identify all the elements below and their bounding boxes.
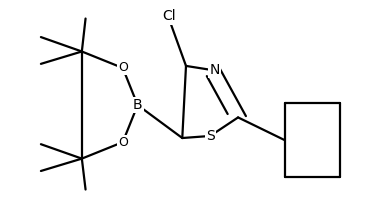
Text: O: O <box>118 136 128 149</box>
Text: N: N <box>209 63 220 77</box>
Text: Cl: Cl <box>163 9 176 23</box>
Text: S: S <box>206 129 215 143</box>
Text: B: B <box>133 98 142 112</box>
Text: O: O <box>118 61 128 75</box>
